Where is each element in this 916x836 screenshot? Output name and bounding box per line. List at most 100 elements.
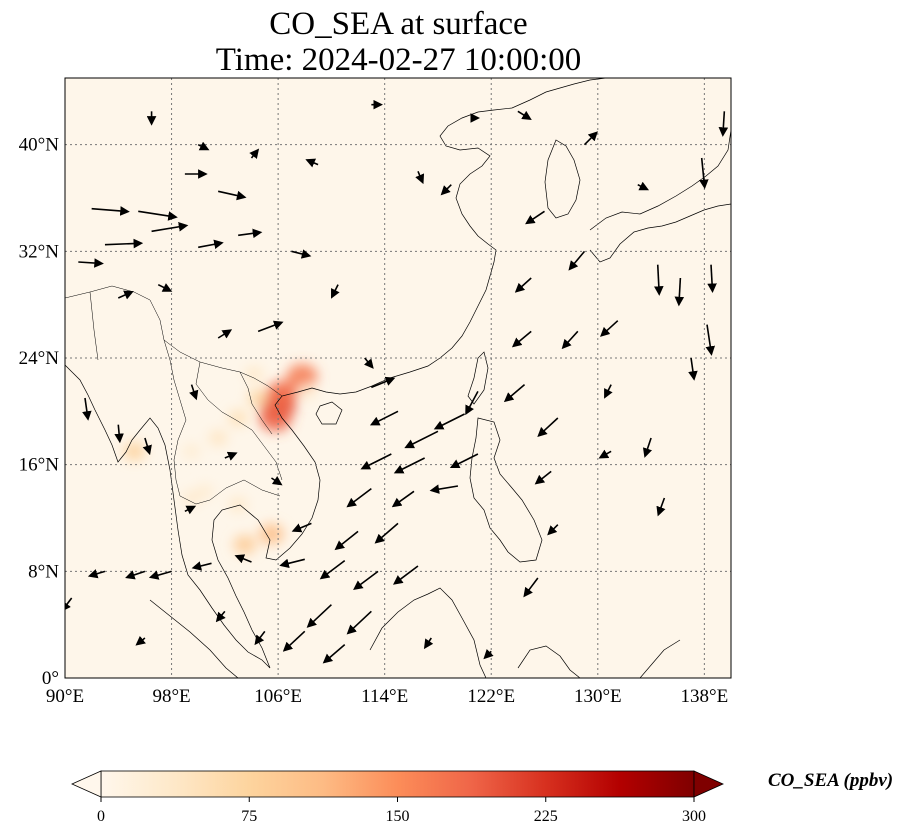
lon-tick-label: 122°E [467, 686, 515, 707]
wind-arrow [523, 577, 539, 598]
wind-arrow [125, 570, 146, 580]
wind-arrow [91, 206, 130, 216]
wind-arrow [142, 437, 152, 456]
wind-arrow [699, 157, 709, 190]
co-plume [245, 366, 264, 382]
wind-arrow [217, 329, 233, 339]
wind-arrow [279, 558, 305, 569]
wind-arrow [561, 330, 579, 350]
wind-arrow [415, 171, 425, 185]
wind-arrow [234, 554, 252, 564]
wind-arrow [688, 357, 698, 381]
wind-arrow [319, 560, 346, 580]
co-plume [182, 490, 201, 506]
lon-tick-label: 98°E [152, 686, 190, 707]
wind-arrow [215, 610, 226, 623]
wind-arrow [82, 397, 92, 421]
wind-arrow [433, 413, 465, 430]
wind-arrow [705, 324, 716, 356]
wind-arrow [440, 184, 452, 196]
chart-subtitle-time: Time: 2024-02-27 10:00:00 [215, 42, 582, 78]
wind-arrow [449, 453, 479, 469]
wind-arrow [371, 376, 396, 389]
wind-arrow [525, 210, 545, 225]
wind-vectors [65, 99, 729, 664]
wind-arrow [78, 258, 104, 268]
colorbar-tick-label: 150 [386, 808, 410, 825]
co-plume [247, 389, 269, 407]
wind-arrow [404, 430, 439, 449]
wind-arrow [189, 384, 199, 401]
wind-arrow [282, 630, 306, 652]
colorbar-label: CO_SEA (ppbv) [768, 770, 894, 791]
wind-arrow [157, 283, 173, 292]
wind-arrow [514, 277, 532, 293]
co-concentration-field [123, 363, 318, 555]
wind-arrow [114, 424, 124, 444]
wind-arrow [363, 357, 374, 369]
wind-arrow [674, 277, 685, 307]
country-borders [65, 285, 283, 505]
co-plume [298, 383, 317, 399]
wind-arrow [511, 330, 532, 348]
wind-arrow [346, 488, 372, 508]
coastline-korea [544, 139, 581, 219]
map-frame [64, 77, 732, 679]
wind-arrow [604, 384, 613, 399]
wind-arrow [568, 250, 586, 271]
co-plume [228, 409, 248, 427]
wind-arrow [360, 453, 392, 470]
coastline-borneo [369, 587, 487, 678]
wind-arrow [707, 264, 717, 294]
wind-arrow [331, 284, 340, 299]
latitude-tick-labels: 40°N 32°N 24°N 16°N 8°N 0° [19, 135, 60, 689]
wind-arrow [148, 570, 172, 580]
lat-tick-label: 32°N [19, 241, 60, 262]
colorbar-tick-label: 75 [241, 808, 257, 825]
co-plume [233, 535, 257, 555]
wind-arrow [393, 565, 419, 585]
wind-arrow [465, 390, 479, 416]
wind-arrow [271, 476, 283, 486]
wind-arrow [198, 239, 224, 250]
wind-arrow [393, 457, 425, 474]
co-plume [286, 363, 318, 390]
coastline-sulawesi [517, 645, 581, 678]
wind-arrow [537, 417, 559, 437]
wind-arrow [238, 228, 263, 239]
wind-arrow [151, 222, 189, 233]
wind-arrow [254, 630, 266, 646]
wind-arrow [583, 131, 598, 146]
wind-arrow [656, 497, 666, 517]
wind-arrow [191, 561, 212, 571]
coastline-sumatra [149, 599, 239, 678]
wind-arrow [654, 264, 664, 296]
wind-arrow [197, 141, 210, 151]
coastline-japan [589, 129, 731, 263]
wind-arrow [322, 644, 346, 664]
lat-tick-label: 40°N [19, 135, 60, 156]
colorbar-extend-high [693, 770, 724, 798]
lat-tick-label: 0° [42, 668, 59, 689]
co-plume [196, 484, 214, 499]
wind-arrow [374, 522, 399, 544]
wind-arrow [104, 238, 144, 249]
wind-arrow [305, 158, 319, 168]
lat-tick-label: 8°N [28, 561, 59, 582]
colorbar-extend-low [71, 770, 102, 798]
wind-arrow [517, 110, 532, 121]
wind-arrow [65, 597, 73, 612]
wind-arrow [291, 522, 312, 533]
wind-arrow [423, 637, 434, 650]
coastline-taiwan [467, 351, 489, 405]
lon-tick-label: 138°E [681, 686, 729, 707]
wind-arrow [642, 437, 653, 458]
lon-tick-label: 106°E [254, 686, 302, 707]
wind-arrow [257, 320, 284, 333]
wind-arrow [534, 470, 552, 485]
wind-arrow [429, 484, 459, 494]
co-plume [182, 444, 201, 459]
co-plume [229, 497, 248, 513]
colorbar-body [100, 770, 695, 798]
wind-arrow [334, 530, 359, 551]
